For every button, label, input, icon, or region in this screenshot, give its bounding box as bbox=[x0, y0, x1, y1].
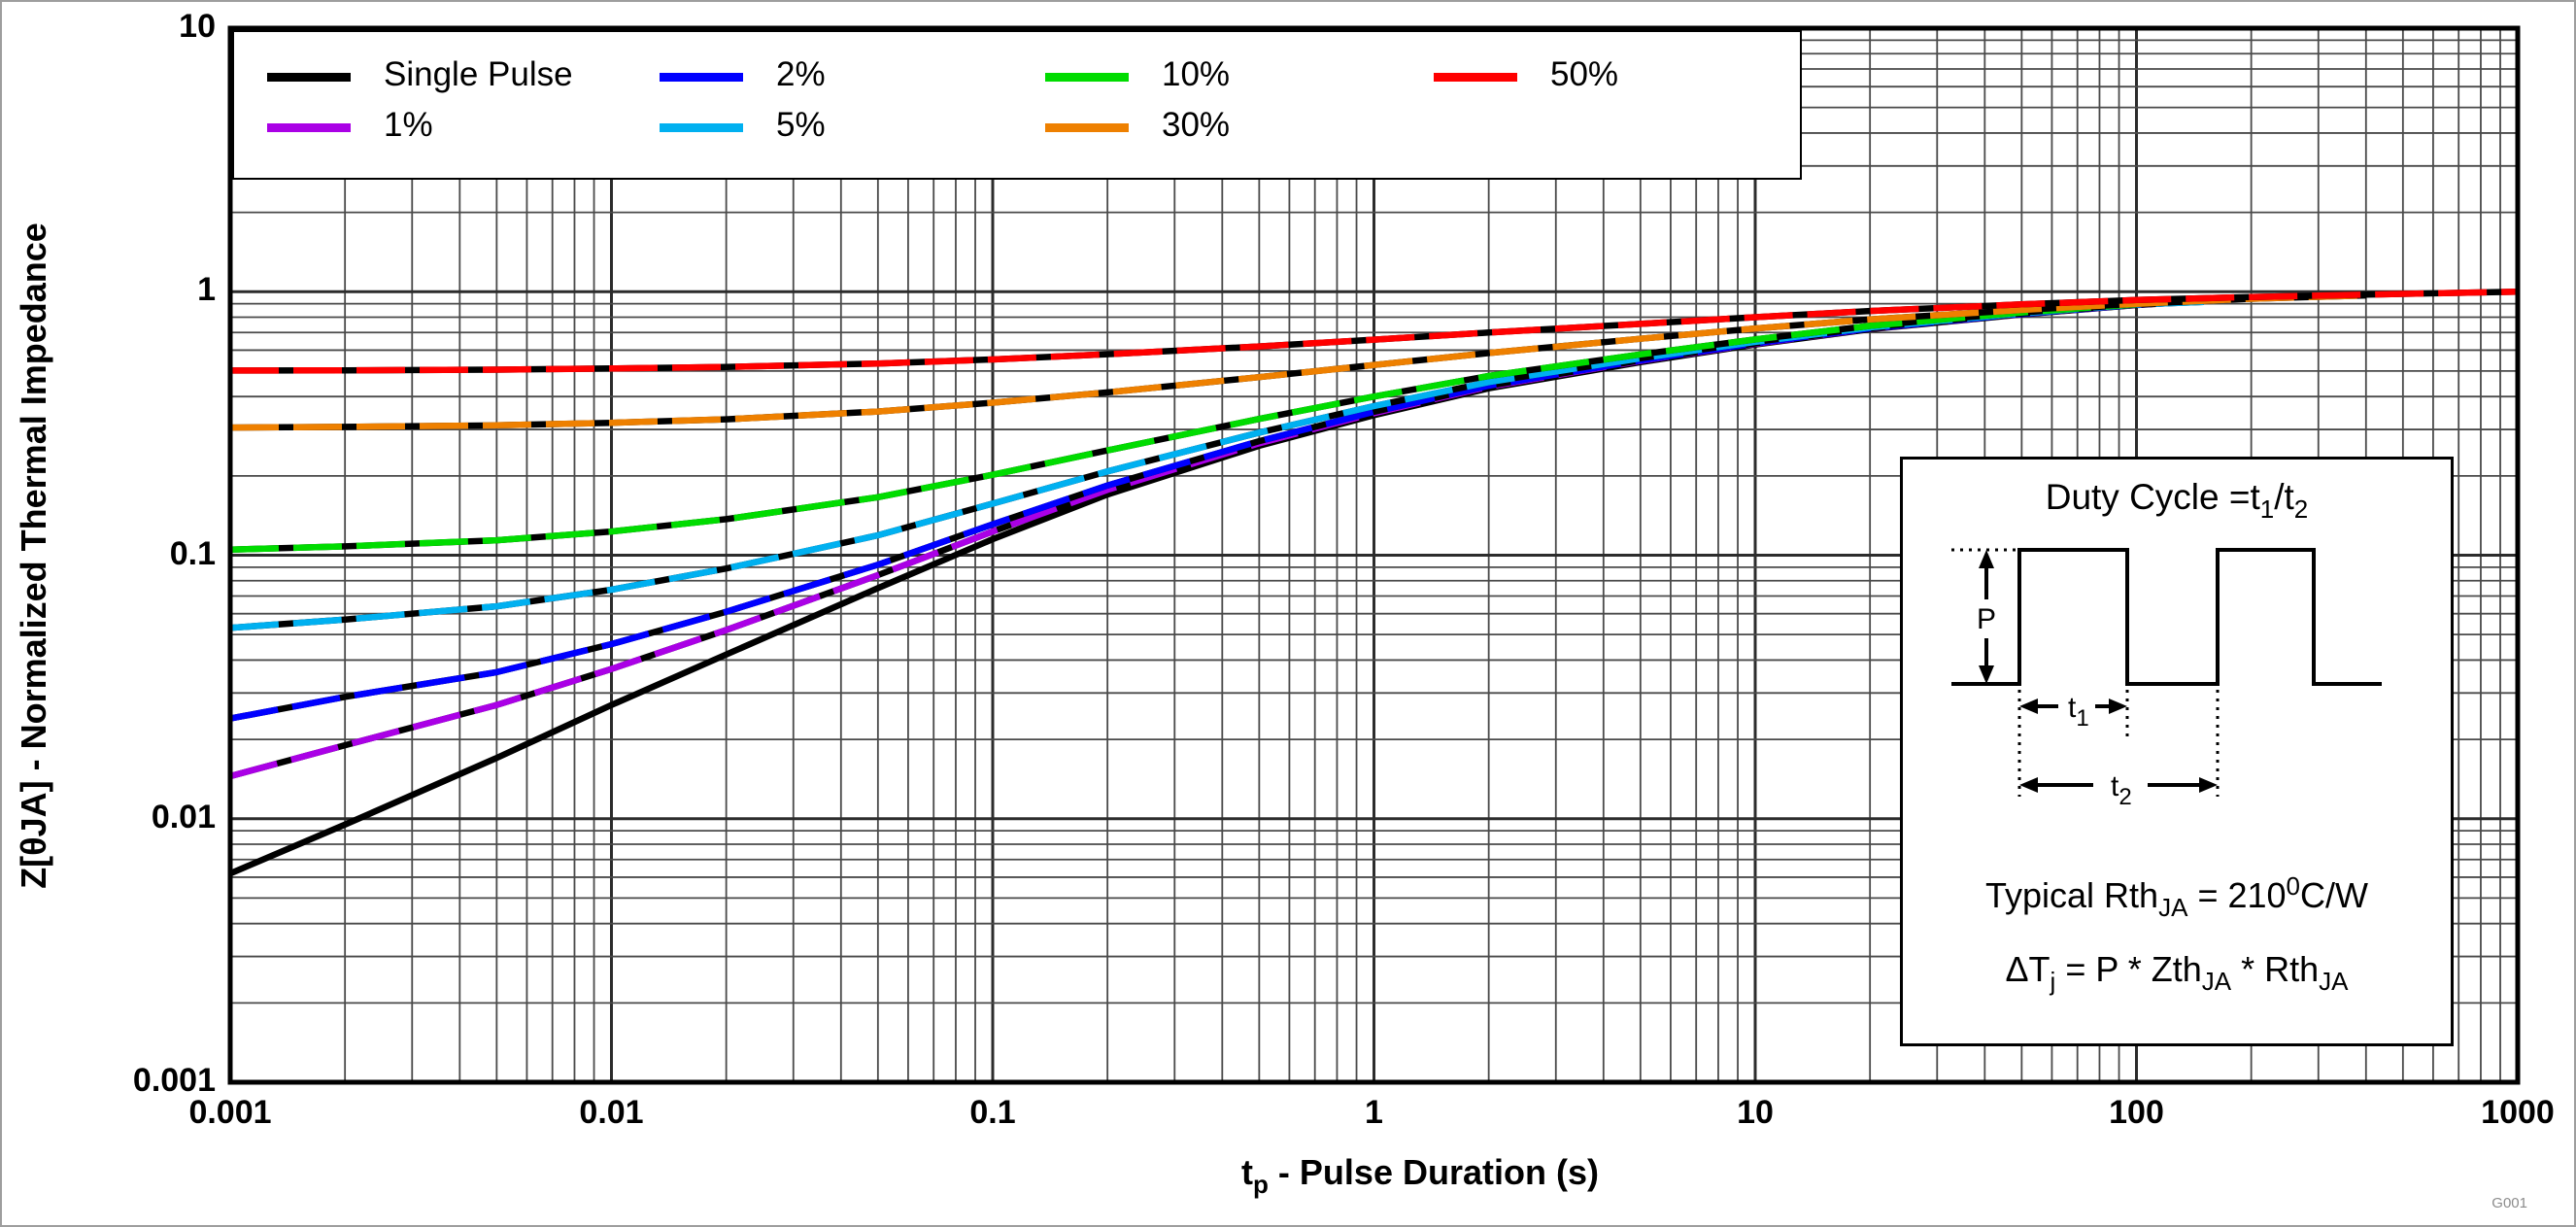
legend-swatch-50- bbox=[1434, 73, 1517, 82]
inset-title-pre: Duty Cycle =t bbox=[2045, 477, 2260, 517]
legend-swatch-1- bbox=[267, 123, 351, 132]
inset-formula-rthja: Typical RthJA = 2100C/W bbox=[1903, 871, 2451, 923]
line1-pre: Typical Rth bbox=[1985, 875, 2159, 915]
x-tick-100: 100 bbox=[2109, 1094, 2164, 1131]
t1-label-pre: t bbox=[2068, 692, 2077, 724]
curve-dash-50- bbox=[230, 289, 2518, 374]
legend-label-50-: 50% bbox=[1550, 55, 1619, 93]
curves bbox=[230, 289, 2518, 877]
curve-dash-10- bbox=[230, 300, 2137, 554]
y-tick-0.001: 0.001 bbox=[132, 1062, 216, 1099]
x-tick-1: 1 bbox=[1365, 1094, 1383, 1131]
line2-sub1: j bbox=[2050, 967, 2056, 996]
plot-frame bbox=[227, 25, 2521, 1085]
legend-swatch-5- bbox=[660, 123, 743, 132]
x-axis-title: tp - Pulse Duration (s) bbox=[934, 1152, 1906, 1200]
t2-arrowhead-left bbox=[2019, 777, 2038, 793]
x-tick-0.001: 0.001 bbox=[188, 1094, 272, 1131]
x-tick-1000: 1000 bbox=[2481, 1094, 2555, 1131]
t2-label-sub: 2 bbox=[2118, 784, 2131, 810]
y-tick-10: 10 bbox=[179, 8, 216, 45]
line1-post: C/W bbox=[2300, 875, 2368, 915]
legend-box bbox=[232, 30, 1802, 180]
inset-title: Duty Cycle =t1/t2 bbox=[1903, 477, 2451, 525]
p-label: P bbox=[1977, 603, 1996, 635]
legend-swatch-30- bbox=[1045, 123, 1129, 132]
line2-pre: ΔT bbox=[2005, 949, 2051, 989]
x-title-pre: t bbox=[1241, 1152, 1254, 1192]
y-tick-0.01: 0.01 bbox=[151, 798, 216, 835]
line2-sub2: JA bbox=[2201, 967, 2232, 996]
line1-sub: JA bbox=[2158, 893, 2188, 922]
legend-label-5-: 5% bbox=[776, 106, 826, 144]
t2-label: t2 bbox=[2111, 770, 2132, 810]
inset-formula-deltatj: ΔTj = P * ZthJA * RthJA bbox=[1903, 949, 2451, 997]
line2-mid2: * Rth bbox=[2231, 949, 2320, 989]
inset-title-sub2: 2 bbox=[2293, 494, 2309, 524]
x-title-post: - Pulse Duration (s) bbox=[1268, 1152, 1599, 1192]
x-tick-10: 10 bbox=[1737, 1094, 1774, 1131]
t2-label-pre: t bbox=[2111, 770, 2119, 802]
inset-title-sub1: 1 bbox=[2259, 494, 2275, 524]
duty-cycle-waveform: P t1 t2 bbox=[1951, 548, 2382, 810]
t1-arrowhead-right bbox=[2109, 699, 2127, 714]
legend-swatch-2- bbox=[660, 73, 743, 82]
legend-label-30-: 30% bbox=[1162, 106, 1231, 144]
waveform-trace bbox=[1951, 548, 2382, 686]
line2-sub3: JA bbox=[2319, 967, 2349, 996]
y-tick-0.1: 0.1 bbox=[169, 534, 216, 572]
t1-label: t1 bbox=[2068, 692, 2089, 732]
inset-title-mid: /t bbox=[2274, 477, 2294, 517]
p-arrowhead-up bbox=[1979, 550, 1994, 568]
y-tick-1: 1 bbox=[197, 271, 216, 309]
t2-arrowhead-right bbox=[2199, 777, 2218, 793]
x-title-sub: p bbox=[1253, 1170, 1269, 1199]
legend-label-single-pulse: Single Pulse bbox=[384, 55, 573, 93]
curve-dash-30- bbox=[230, 291, 2366, 431]
line1-mid: = 210 bbox=[2187, 875, 2287, 915]
x-tick-0.1: 0.1 bbox=[969, 1094, 1016, 1131]
figure-id: G001 bbox=[2491, 1195, 2527, 1211]
duty-cycle-inset: Duty Cycle =t1/t2 P t1 t2 Typical RthJA … bbox=[1900, 457, 2454, 1046]
x-tick-0.01: 0.01 bbox=[579, 1094, 644, 1131]
t1-arrowhead-left bbox=[2019, 699, 2038, 714]
line1-sup: 0 bbox=[2286, 871, 2300, 901]
legend-label-10-: 10% bbox=[1162, 55, 1231, 93]
legend-label-1-: 1% bbox=[384, 106, 433, 144]
legend-label-2-: 2% bbox=[776, 55, 826, 93]
t1-label-sub: 1 bbox=[2076, 705, 2088, 732]
p-arrowhead-down bbox=[1979, 665, 1994, 684]
legend-swatch-single-pulse bbox=[267, 73, 351, 82]
legend-swatch-10- bbox=[1045, 73, 1129, 82]
line2-mid1: = P * Zth bbox=[2055, 949, 2202, 989]
